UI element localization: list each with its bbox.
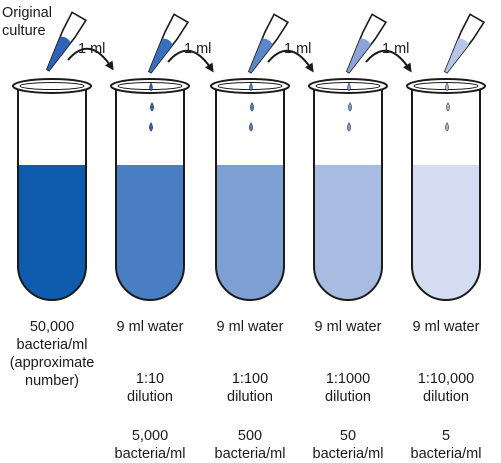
- tube-5-drop-top: [445, 82, 449, 92]
- tube-3-result-count: 500: [237, 428, 263, 444]
- tube-5-drop-bottom: [445, 122, 449, 132]
- tube-1-contents-line-4: number): [25, 373, 79, 389]
- tube-4-dilution-word: dilution: [325, 389, 371, 405]
- tube-3-result-label: 500 bacteria/ml: [215, 427, 286, 463]
- tube-4-result-count: 50: [339, 428, 357, 444]
- tube-3-drop-top: [249, 82, 253, 92]
- tube-3-dilution-ratio: 1:100: [231, 371, 269, 387]
- tube-4-drop-top: [347, 82, 351, 92]
- transfer-arrow-1: [67, 47, 114, 71]
- test-tube-3: [210, 78, 290, 301]
- test-tube-4: [308, 78, 388, 301]
- tube-3-glass: [215, 87, 285, 301]
- tube-2-liquid: [116, 165, 184, 300]
- tube-3-result-unit: bacteria/ml: [214, 446, 286, 462]
- tube-3-drop-middle: [250, 102, 254, 112]
- tube-4-drop-middle: [348, 102, 352, 112]
- original-culture-label: Original culture: [2, 4, 52, 40]
- tube-3-contents-label: 9 ml water: [216, 319, 284, 335]
- pipette-2: [147, 13, 190, 74]
- tube-2-result-label: 5,000 bacteria/ml: [115, 427, 186, 463]
- pipette-4: [345, 13, 388, 74]
- tube-5-glass: [411, 87, 481, 301]
- pipette-5: [443, 13, 486, 74]
- tube-5-dilution-label: 1:10,000 dilution: [418, 370, 474, 406]
- tube-3-drop-bottom: [249, 122, 253, 132]
- tube-4-result-label: 50 bacteria/ml: [313, 427, 384, 463]
- tube-2-glass: [115, 87, 185, 301]
- original-culture-line-2: culture: [2, 23, 46, 39]
- tube-2-dilution-label: 1:10 dilution: [127, 370, 173, 406]
- tube-5-result-label: 5 bacteria/ml: [411, 427, 482, 463]
- transfer-label-1: 1 ml: [78, 41, 106, 57]
- tube-5-contents-label: 9 ml water: [412, 319, 480, 335]
- tube-4-dilution-ratio: 1:1000: [325, 371, 371, 387]
- tube-2-drop-top: [149, 82, 153, 92]
- tube-1-contents-line-3: (approximate: [9, 355, 95, 371]
- tube-1-opening: [19, 82, 85, 90]
- tube-5-drop-middle: [446, 102, 450, 112]
- tube-4-drop-bottom: [347, 122, 351, 132]
- tube-2-contents-label: 9 ml water: [116, 319, 184, 335]
- tube-2-result-unit: bacteria/ml: [114, 446, 186, 462]
- transfer-label-3: 1 ml: [284, 41, 312, 57]
- tube-3-dilution-word: dilution: [227, 389, 273, 405]
- tube-2-result-count: 5,000: [131, 428, 169, 444]
- transfer-arrow-4: [365, 49, 412, 73]
- tube-2-drop-middle: [150, 102, 154, 112]
- tube-5-liquid: [412, 165, 480, 300]
- transfer-label-4: 1 ml: [382, 41, 410, 57]
- tube-4-liquid: [314, 165, 382, 300]
- transfer-label-2: 1 ml: [184, 41, 212, 57]
- test-tube-2: [110, 78, 190, 301]
- tube-1-liquid: [18, 165, 86, 300]
- tube-5-dilution-ratio: 1:10,000: [417, 371, 475, 387]
- tube-3-liquid: [216, 165, 284, 300]
- tube-5-result-unit: bacteria/ml: [410, 446, 482, 462]
- tube-2-drop-bottom: [149, 122, 153, 132]
- tube-5-result-count: 5: [441, 428, 451, 444]
- tube-1-rim: [12, 78, 92, 94]
- tube-1-glass: [17, 87, 87, 301]
- tube-4-glass: [313, 87, 383, 301]
- tube-4-dilution-label: 1:1000 dilution: [325, 370, 371, 406]
- tube-4-contents-label: 9 ml water: [314, 319, 382, 335]
- pipette-3: [247, 13, 290, 74]
- original-culture-line-1: Original: [2, 5, 52, 21]
- test-tube-1: [12, 78, 92, 301]
- transfer-arrow-2: [167, 49, 214, 73]
- pipette-1: [45, 11, 88, 72]
- tube-3-dilution-label: 1:100 dilution: [227, 370, 273, 406]
- tube-2-dilution-word: dilution: [127, 389, 173, 405]
- test-tube-5: [406, 78, 486, 301]
- tube-1-contents-label: 50,000 bacteria/ml (approximate number): [10, 318, 95, 390]
- transfer-arrow-3: [267, 49, 314, 73]
- tube-2-dilution-ratio: 1:10: [135, 371, 165, 387]
- tube-1-contents-line-2: bacteria/ml: [16, 337, 88, 353]
- tube-4-result-unit: bacteria/ml: [312, 446, 384, 462]
- tube-5-dilution-word: dilution: [423, 389, 469, 405]
- tube-1-contents-line-1: 50,000: [29, 319, 75, 335]
